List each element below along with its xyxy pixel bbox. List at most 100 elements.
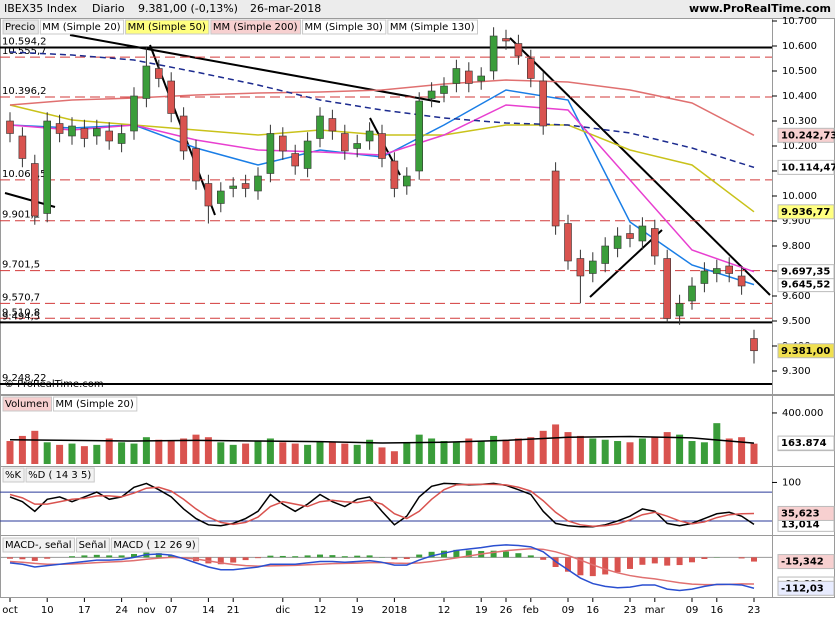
volume-bar: [328, 442, 336, 464]
legend-entry: MM (Simple 20): [42, 22, 120, 33]
candle-body: [390, 160, 399, 189]
volume-bar: [80, 446, 88, 464]
last-value-box: [777, 264, 835, 280]
candle-body: [663, 258, 672, 319]
legend-entry: %D ( 14 3 5): [28, 470, 91, 481]
volume-bar: [217, 442, 225, 464]
legend-box: [2, 19, 39, 35]
x-tick-label: 12: [438, 605, 451, 616]
x-tick-label: 07: [165, 605, 178, 616]
volume-bar: [440, 441, 448, 464]
candle-body: [117, 133, 126, 144]
volume-bar: [353, 444, 361, 464]
candle-body: [6, 120, 14, 134]
candle-body: [130, 95, 138, 132]
volume-bar: [167, 441, 175, 464]
histogram-bar: [738, 557, 745, 559]
candle-body: [539, 80, 548, 127]
candle-body: [638, 225, 647, 242]
x-tick-label: 09: [562, 605, 575, 616]
volume-bar: [142, 437, 150, 464]
frame: [0, 466, 835, 536]
candle-body: [452, 68, 461, 84]
volume-bar: [229, 444, 237, 464]
y-tick-label: 100: [782, 477, 801, 488]
histogram-bar: [317, 554, 323, 558]
histogram-bar: [341, 556, 348, 558]
last-value-label: 10.114,47: [781, 162, 835, 173]
last-value-label: -112,03: [781, 583, 824, 594]
histogram-bar: [614, 557, 621, 573]
candle-body: [725, 265, 734, 274]
histogram-bar: [31, 557, 38, 561]
legend-box: [2, 467, 25, 483]
histogram-bar: [527, 555, 534, 558]
histogram-bar: [81, 555, 88, 558]
x-tick-label: 14: [202, 605, 215, 616]
volume-bar: [254, 441, 262, 464]
candle-body: [402, 175, 411, 187]
oscillator-line: [9, 483, 755, 528]
candle-body: [155, 68, 163, 79]
moving-average: [9, 89, 755, 286]
volume-bar: [552, 424, 560, 464]
legend-box: [25, 467, 95, 483]
x-tick-label: dic: [275, 605, 290, 616]
x-tick-label: 19: [475, 605, 488, 616]
candle-body: [55, 123, 64, 134]
macd-line: [9, 548, 755, 586]
volume-bar: [6, 441, 14, 464]
volume-bar: [155, 439, 163, 464]
y-tick-label: 10.500: [782, 66, 817, 77]
volume-bar: [130, 443, 138, 464]
date: 26-mar-2018: [250, 2, 321, 15]
volume-bar: [589, 438, 597, 464]
legend-entry: MM (Simple 20): [56, 399, 134, 410]
histogram-bar: [565, 557, 571, 572]
candle-body: [688, 285, 696, 302]
legend-entry: MACD-, señal: [5, 540, 72, 551]
candle-body: [650, 228, 659, 257]
candle-body: [750, 338, 758, 352]
x-tick-label: 23: [624, 605, 637, 616]
candle-body: [316, 115, 324, 139]
candle-body: [167, 80, 175, 114]
candle-body: [43, 120, 52, 214]
histogram-bar: [391, 557, 398, 560]
legend-box: [53, 396, 138, 412]
candle-body: [626, 233, 634, 239]
candle-body: [266, 133, 275, 174]
volume-bar: [291, 443, 299, 464]
histogram-bar: [106, 555, 113, 558]
x-tick-label: 17: [78, 605, 91, 616]
volume-bar: [576, 435, 584, 464]
candle-body: [613, 235, 622, 249]
volume-bar: [204, 437, 212, 464]
volume-bar: [514, 438, 522, 464]
candle-body: [142, 65, 151, 99]
candle-body: [291, 153, 300, 167]
legend-entry: MM (Simple 30): [305, 22, 383, 33]
candle-body: [576, 258, 585, 277]
histogram-bar: [689, 557, 695, 563]
histogram-bar: [366, 555, 373, 558]
level-label: 9.510,8: [2, 307, 40, 318]
candle-body: [254, 175, 262, 192]
volume-bar: [31, 430, 39, 464]
candle-body: [204, 183, 213, 207]
histogram-bar: [651, 557, 658, 564]
last-value-box: [777, 554, 835, 570]
level-label: 10.064,5: [2, 169, 47, 180]
last-value-label: -15,342: [781, 557, 824, 568]
candle-body: [105, 130, 113, 142]
candle-body: [353, 143, 362, 149]
legend-box: [302, 19, 387, 35]
y-tick-label: 10.400: [782, 91, 817, 102]
volume-bar: [304, 444, 312, 464]
legend-box: [387, 19, 478, 35]
candle-body: [489, 35, 498, 72]
x-tick-label: 10: [41, 605, 54, 616]
candle-body: [551, 170, 560, 227]
candle-body: [564, 223, 572, 262]
